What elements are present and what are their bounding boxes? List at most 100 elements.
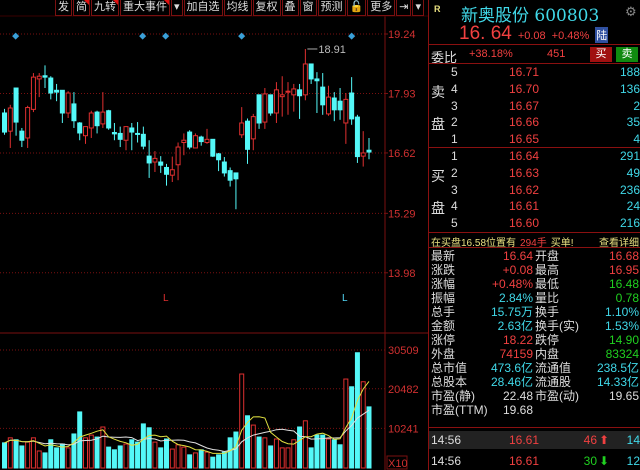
order-notice: 在买盘16.58位置有 294手 买单! 查看详细 <box>431 234 639 249</box>
stat-value: 16.68 <box>608 249 639 263</box>
candle-down <box>349 92 355 120</box>
volume-bar <box>42 452 48 469</box>
toolbar-button-1[interactable]: 简 <box>73 0 90 16</box>
buy-row[interactable]: 4 16.61 24 <box>429 199 640 215</box>
toolbar-button-2[interactable]: 九转 <box>91 0 119 16</box>
volume-unit-box <box>386 455 408 470</box>
stat-row: 总市值 473.6亿 流通值 238.5亿 <box>429 361 640 375</box>
stat-label: 振幅 <box>431 291 456 305</box>
stat-value: 74159 <box>499 347 533 361</box>
candle-down <box>13 87 19 123</box>
sell-label: 卖 <box>431 84 445 100</box>
price-change-pct: +0.48% <box>551 30 590 42</box>
stat-row: 总手 15.75万 换手 1.10% <box>429 305 640 319</box>
candle-down <box>227 170 233 181</box>
sell-row[interactable]: 5 16.71 188 <box>429 65 640 81</box>
volume-bar <box>94 436 100 469</box>
toolbar-button-0[interactable]: 发 <box>55 0 72 16</box>
toolbar-button-3[interactable]: 重大事件 <box>120 0 170 16</box>
toolbar-button-6[interactable]: 均线 <box>223 0 252 16</box>
stat-value: 238.5亿 <box>596 361 639 375</box>
kline-chart[interactable]: 19.24 17.93 16.62 15.29 13.98 30509 20482 10241… <box>0 0 428 470</box>
candle-up <box>30 76 36 110</box>
tick-count: 14 <box>626 433 640 447</box>
toolbar-button-4[interactable]: ▾ <box>171 0 183 16</box>
candle-down <box>198 136 204 143</box>
candle-down <box>297 89 303 97</box>
sell-row[interactable]: 1 16.65 4 <box>429 132 640 148</box>
volume-bar <box>302 420 308 469</box>
volume-bar <box>7 437 13 469</box>
order-volume: 136 <box>619 81 640 96</box>
candle-down <box>256 94 262 124</box>
candle-up <box>169 169 175 176</box>
tick-count: 12 <box>626 454 640 468</box>
toolbar-button-13[interactable]: ⇥ <box>396 0 412 16</box>
order-volume: 35 <box>626 115 640 130</box>
order-volume: 291 <box>619 149 640 163</box>
buy-button[interactable]: 买 <box>590 47 612 62</box>
volume-ma5-line <box>4 381 370 454</box>
toolbar-button-7[interactable]: 复权 <box>252 0 281 16</box>
notice-suffix: 买单! <box>550 238 574 249</box>
buy-row[interactable]: 3 16.62 236 <box>429 183 640 199</box>
volume-bar <box>343 378 349 469</box>
stat-row: 涨停 18.22 跌停 14.90 <box>429 333 640 347</box>
candle-down <box>216 153 222 161</box>
candle-up <box>204 138 210 144</box>
toolbar-button-9[interactable]: 窗 <box>299 0 317 16</box>
candle-up <box>7 107 13 132</box>
buy-row[interactable]: 5 16.60 216 <box>429 216 640 232</box>
stat-label: 市盈(静) <box>431 389 475 403</box>
order-price: 16.67 <box>509 98 540 113</box>
volume-bar <box>13 439 19 469</box>
candle-up <box>326 96 331 115</box>
stat-value: 15.75万 <box>490 305 533 319</box>
volume-bar <box>250 424 256 469</box>
gear-icon[interactable]: ⚙ <box>625 4 637 19</box>
volume-bar <box>256 436 262 469</box>
notice-text: 在买盘16.58位置有 <box>431 238 517 249</box>
order-price: 16.61 <box>509 199 540 214</box>
notice-qty: 294手 <box>520 238 547 249</box>
stat-row: 涨跌 +0.08 最高 16.95 <box>429 263 640 277</box>
candle-down <box>268 94 274 114</box>
market-badge: 陆 <box>595 27 609 43</box>
level: 5 <box>451 65 458 79</box>
sell-row[interactable]: 4 16.70 136 <box>429 82 640 98</box>
order-volume: 216 <box>619 216 640 231</box>
candle-up <box>181 139 187 144</box>
candle-up <box>100 111 106 125</box>
volume-bar <box>36 450 42 469</box>
candle-up <box>25 107 31 139</box>
sell-row[interactable]: 2 16.66 35 <box>429 115 640 131</box>
volume-bar <box>83 437 88 469</box>
volume-bar <box>164 438 169 469</box>
volume-bar <box>140 423 146 469</box>
candle-up <box>279 94 285 98</box>
buy-row[interactable]: 1 16.64 291 <box>429 149 640 165</box>
stat-label: 换手 <box>535 305 560 319</box>
toolbar-button-8[interactable]: 叠 <box>281 0 299 16</box>
view-detail-link[interactable]: 查看详细 <box>599 238 639 249</box>
stat-value: 473.6亿 <box>490 361 533 375</box>
stat-row: 外盘 74159 内盘 83324 <box>429 347 640 361</box>
toolbar-button-12[interactable]: 更多 <box>367 0 396 16</box>
stat-value: 1.10% <box>604 305 639 319</box>
stat-value: 28.46亿 <box>490 375 533 389</box>
stat-value: 22.48 <box>502 389 533 403</box>
sell-row[interactable]: 3 16.67 2 <box>429 99 640 115</box>
sell-button[interactable]: 卖 <box>616 47 638 62</box>
toolbar-button-10[interactable]: 预测 <box>317 0 346 16</box>
stat-label: 外盘 <box>431 347 456 361</box>
toolbar-button-11[interactable]: 🔓 <box>346 0 367 16</box>
volume-bar <box>233 431 239 469</box>
volume-bar <box>152 441 158 469</box>
toolbar-button-5[interactable]: 加自选 <box>183 0 223 16</box>
marker-label: L <box>342 293 348 304</box>
stock-title: 新奥股份 600803 <box>461 6 600 26</box>
buy-row[interactable]: 2 16.63 49 <box>429 166 640 182</box>
candle-down <box>48 77 54 94</box>
toolbar-button-14[interactable]: ▾ <box>412 0 424 16</box>
stat-value: 16.95 <box>608 263 639 277</box>
